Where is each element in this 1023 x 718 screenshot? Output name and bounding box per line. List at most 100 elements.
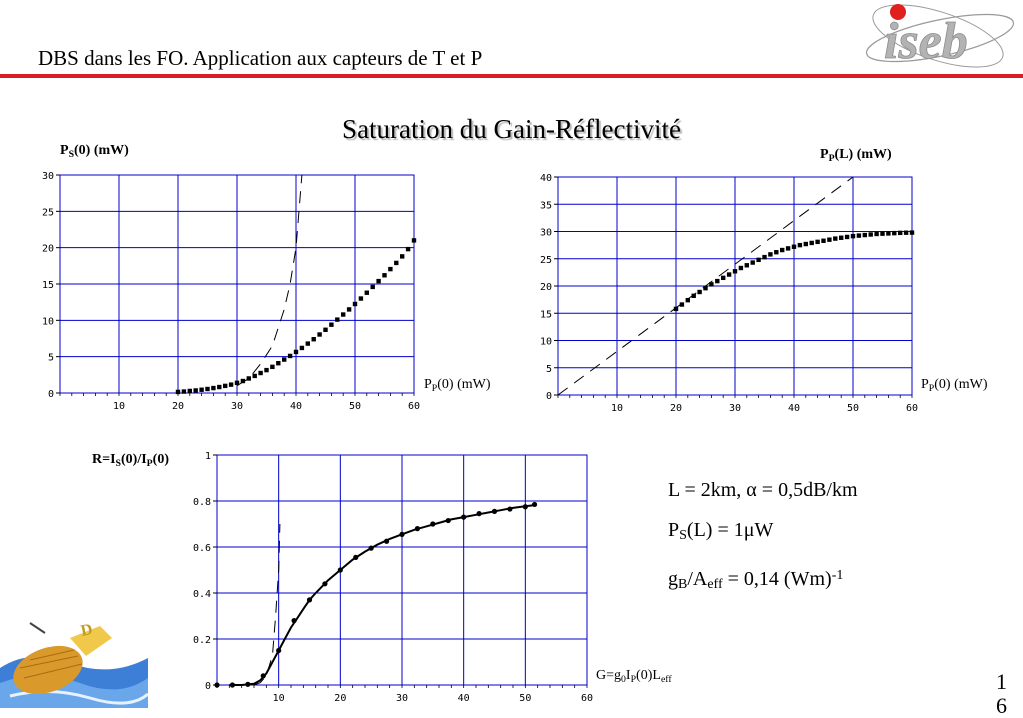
y-tick-label: 20 bbox=[42, 244, 54, 255]
data-point bbox=[445, 517, 451, 524]
x-tick-label: 20 bbox=[670, 403, 682, 414]
data-point bbox=[476, 511, 482, 517]
x-tick-label: 20 bbox=[172, 401, 184, 412]
data-point bbox=[364, 290, 369, 295]
data-point bbox=[346, 307, 352, 312]
data-point bbox=[715, 278, 720, 284]
data-point bbox=[175, 389, 181, 395]
data-point bbox=[293, 349, 299, 355]
header-divider bbox=[0, 74, 1023, 78]
data-point bbox=[394, 260, 399, 266]
series-2-line bbox=[253, 523, 281, 686]
data-point bbox=[311, 337, 316, 342]
data-point bbox=[193, 388, 198, 393]
data-point bbox=[276, 361, 281, 366]
data-point bbox=[240, 378, 246, 384]
x-tick-label: 40 bbox=[458, 693, 470, 704]
y-tick-label: 0.8 bbox=[193, 497, 211, 508]
data-point bbox=[732, 269, 738, 274]
data-point bbox=[211, 385, 216, 391]
y-tick-label: 10 bbox=[42, 316, 54, 327]
data-point bbox=[352, 301, 358, 307]
data-point bbox=[909, 230, 915, 235]
data-point bbox=[329, 322, 334, 327]
data-point bbox=[382, 273, 387, 278]
data-point bbox=[780, 247, 785, 253]
x-tick-label: 40 bbox=[788, 403, 800, 414]
data-point bbox=[679, 302, 685, 307]
data-point bbox=[839, 235, 844, 240]
y-tick-label: 0 bbox=[546, 391, 552, 402]
chart2-ylabel: PP(L) (mW) bbox=[820, 147, 892, 164]
data-point bbox=[774, 250, 779, 255]
x-tick-label: 10 bbox=[273, 693, 285, 704]
data-point bbox=[260, 673, 266, 679]
y-tick-label: 15 bbox=[42, 280, 54, 291]
data-point bbox=[337, 567, 343, 573]
decorative-logo-image: D bbox=[0, 608, 148, 708]
data-point bbox=[400, 254, 405, 259]
data-point bbox=[703, 285, 708, 291]
svg-text:D: D bbox=[79, 621, 94, 640]
page-number: 1 6 bbox=[996, 669, 1007, 718]
data-point bbox=[246, 376, 251, 381]
data-point bbox=[370, 284, 375, 290]
data-point bbox=[323, 327, 328, 332]
series-1-line bbox=[236, 174, 303, 387]
data-point bbox=[685, 297, 690, 303]
chart3-xlabel: G=g0IP(0)Leff bbox=[596, 668, 672, 685]
data-point bbox=[815, 239, 820, 245]
data-point bbox=[252, 373, 257, 379]
logo-text: iseb bbox=[884, 13, 968, 70]
data-point bbox=[353, 554, 359, 560]
data-point bbox=[358, 296, 364, 301]
y-tick-label: 0.2 bbox=[193, 635, 211, 646]
chart1-ylabel: PS(0) (mW) bbox=[60, 143, 129, 160]
data-point bbox=[264, 367, 269, 373]
data-point bbox=[282, 357, 287, 362]
data-point bbox=[317, 332, 322, 337]
data-point bbox=[868, 232, 873, 237]
data-point bbox=[785, 246, 791, 251]
chart-3: 10 20 30 40 50 60 0 0.2 0.4 0.6 0.8 1 bbox=[193, 451, 593, 704]
plot-area bbox=[229, 504, 535, 686]
iseb-logo: iseb bbox=[865, 4, 1015, 70]
y-tick-label: 25 bbox=[540, 255, 552, 266]
data-point bbox=[376, 278, 381, 284]
y-tick-label: 5 bbox=[546, 364, 552, 375]
y-tick-label: 0.6 bbox=[193, 543, 211, 554]
param-length-attenuation: L = 2km, α = 0,5dB/km bbox=[668, 479, 858, 501]
data-point bbox=[229, 682, 236, 688]
data-point bbox=[187, 388, 192, 394]
data-point bbox=[228, 382, 234, 387]
y-tick-label: 30 bbox=[42, 171, 54, 182]
data-point bbox=[399, 531, 405, 537]
data-point bbox=[276, 647, 282, 654]
data-point bbox=[430, 521, 436, 527]
data-point bbox=[697, 289, 702, 295]
data-point bbox=[768, 252, 773, 257]
chart1-xlabel: PP(0) (mW) bbox=[424, 377, 491, 394]
data-point bbox=[388, 266, 393, 272]
x-tick-label: 10 bbox=[113, 401, 125, 412]
x-tick-label: 30 bbox=[396, 693, 408, 704]
y-tick-label: 0.4 bbox=[193, 589, 211, 600]
chart-2: 10 20 30 40 50 60 0 5 10 15 20 25 30 35 40 bbox=[540, 173, 918, 414]
data-point bbox=[709, 282, 714, 287]
data-point bbox=[299, 345, 305, 351]
x-tick-label: 60 bbox=[581, 693, 593, 704]
data-point bbox=[809, 240, 814, 246]
data-point bbox=[414, 526, 421, 532]
data-point bbox=[322, 581, 328, 587]
y-tick-label: 10 bbox=[540, 337, 552, 348]
y-tick-label: 0 bbox=[205, 681, 211, 692]
data-point bbox=[750, 260, 755, 265]
data-point bbox=[335, 317, 340, 322]
data-point bbox=[491, 508, 498, 514]
data-point bbox=[691, 293, 696, 299]
parameters-block: L = 2km, α = 0,5dB/km PS(L) = 1μW gB/Aef… bbox=[668, 470, 858, 605]
x-tick-label: 50 bbox=[847, 403, 859, 414]
data-point bbox=[744, 263, 749, 268]
data-point bbox=[721, 275, 726, 281]
series-1-line bbox=[229, 504, 535, 686]
